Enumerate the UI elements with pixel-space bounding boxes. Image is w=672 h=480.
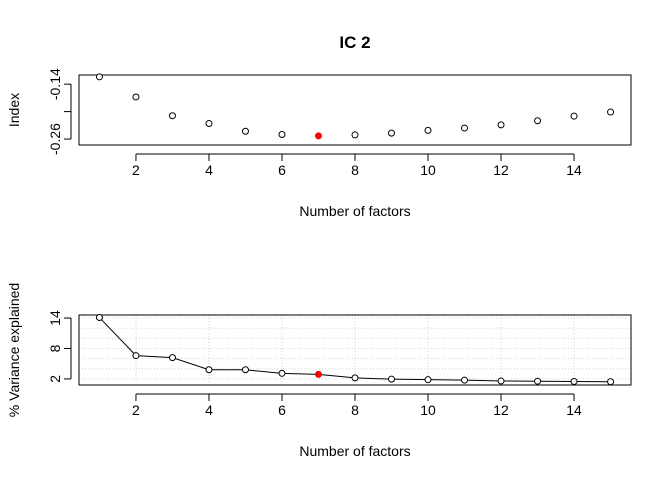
index-panel: Number of factors Index 2 4 6 8 10 12 14 -0.26 -… <box>6 68 632 219</box>
index-data-point <box>607 108 615 116</box>
index-data-point <box>278 130 286 138</box>
index-data-point <box>461 124 469 132</box>
variance-highlight-point <box>314 370 322 378</box>
variance-x-tick-label: 12 <box>493 402 509 418</box>
variance-data-point <box>168 354 176 362</box>
index-data-point <box>534 117 542 125</box>
index-data-point <box>168 112 176 120</box>
index-x-tick-label: 4 <box>205 162 213 178</box>
variance-y-tick-label: 14 <box>47 310 63 326</box>
index-data-point <box>351 131 359 139</box>
variance-x-tick-label: 14 <box>566 402 582 418</box>
variance-x-tick-label: 2 <box>132 402 140 418</box>
variance-data-point <box>241 366 249 374</box>
variance-x-axis-label: Number of factors <box>299 443 410 459</box>
variance-data-point <box>570 377 578 385</box>
index-data-point <box>424 126 432 134</box>
variance-x-tick-label: 6 <box>278 402 286 418</box>
variance-data-point <box>461 376 469 384</box>
index-data-point <box>95 73 103 81</box>
variance-data-point <box>351 374 359 382</box>
variance-data-point <box>278 369 286 377</box>
variance-y-tick-label: 8 <box>47 344 63 352</box>
index-data-point <box>388 129 396 137</box>
index-plot-box <box>78 74 632 146</box>
variance-data-point <box>388 375 396 383</box>
variance-data-point <box>205 366 213 374</box>
variance-x-tick-label: 8 <box>351 402 359 418</box>
index-data-point <box>497 121 505 129</box>
index-highlight-point <box>314 132 322 140</box>
variance-data-point <box>132 352 140 360</box>
variance-x-tick-label: 10 <box>420 402 436 418</box>
variance-data-point <box>424 376 432 384</box>
index-data-point <box>241 127 249 135</box>
variance-x-tick-label: 4 <box>205 402 213 418</box>
chart-title: IC 2 <box>339 33 370 52</box>
index-data-point <box>205 119 213 127</box>
variance-y-axis-label: % Variance explained <box>6 283 22 417</box>
index-x-tick-label: 10 <box>420 162 436 178</box>
variance-data-point <box>607 378 615 386</box>
variance-panel: Number of factors % Variance explained 2… <box>6 283 632 459</box>
variance-data-point <box>534 377 542 385</box>
variance-plot-box <box>78 314 632 386</box>
index-y-tick-label: -0.26 <box>47 123 63 155</box>
index-x-axis-label: Number of factors <box>299 203 410 219</box>
variance-y-tick-label: 2 <box>47 375 63 383</box>
index-x-tick-label: 6 <box>278 162 286 178</box>
index-y-axis-label: Index <box>6 93 22 127</box>
variance-data-point <box>497 377 505 385</box>
variance-data-point <box>95 314 103 322</box>
index-x-tick-label: 12 <box>493 162 509 178</box>
index-y-tick-label: -0.14 <box>47 68 63 100</box>
index-x-tick-label: 8 <box>351 162 359 178</box>
index-x-tick-label: 2 <box>132 162 140 178</box>
index-data-point <box>132 93 140 101</box>
index-x-tick-label: 14 <box>566 162 582 178</box>
index-data-point <box>570 112 578 120</box>
